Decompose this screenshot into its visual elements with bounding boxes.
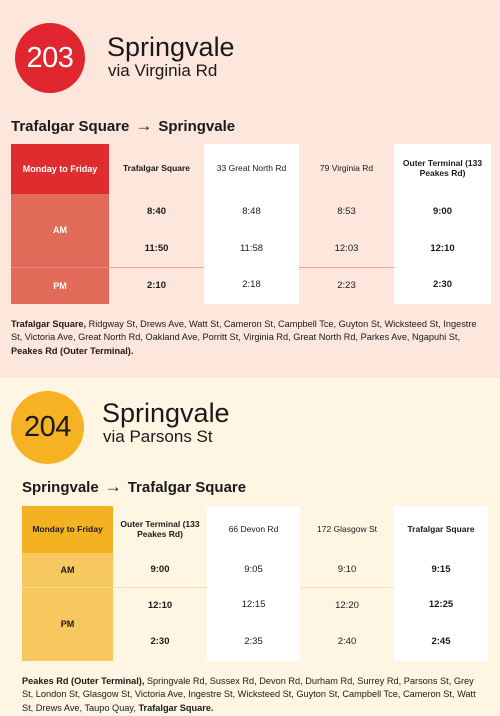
time-cell: 2:45 — [394, 624, 488, 661]
stop-header: 79 Virginia Rd — [319, 163, 374, 174]
time-cell: 9:05 — [207, 553, 300, 587]
day-label: Monday to Friday — [11, 144, 109, 194]
stops-start: Peakes Rd (Outer Terminal), — [22, 676, 145, 686]
time-cell: 2:18 — [204, 267, 299, 304]
time-cell: 12:03 — [334, 242, 359, 254]
time-cell: 8:53 — [337, 206, 356, 218]
time-cell: 2:10 — [109, 267, 204, 304]
route-via: via Parsons St — [103, 427, 213, 446]
time-cell: 12:20 — [300, 587, 394, 624]
time-cell: 2:40 — [337, 636, 357, 648]
pm-label: PM — [11, 267, 109, 304]
direction-heading: Springvale → Trafalgar Square — [22, 477, 246, 497]
timetable: Monday to Friday Trafalgar Square 33 Gre… — [11, 144, 491, 304]
stop-header: Trafalgar Square — [394, 506, 488, 553]
stops-end: Peakes Rd (Outer Terminal). — [11, 345, 134, 356]
time-cell: 2:30 — [150, 636, 170, 648]
route-name: Springvale — [107, 32, 235, 62]
stops-list: Peakes Rd (Outer Terminal), Springvale R… — [22, 675, 482, 715]
time-cell: 11:58 — [204, 231, 299, 267]
stop-header: Outer Terminal (133 Peakes Rd) — [394, 144, 491, 194]
stops-start: Trafalgar Square, — [11, 319, 87, 329]
stop-header: Outer Terminal (133 Peakes Rd) — [120, 518, 200, 539]
route-name: Springvale — [102, 398, 230, 428]
time-cell: 12:15 — [207, 587, 300, 624]
direction-heading: Trafalgar Square → Springvale — [11, 116, 235, 136]
time-cell: 9:00 — [394, 194, 491, 231]
am-label: AM — [11, 194, 109, 267]
pm-label: PM — [22, 587, 113, 661]
time-cell: 12:10 — [113, 587, 207, 624]
stop-header: Trafalgar Square — [122, 163, 191, 174]
stop-header: 172 Glasgow St — [316, 523, 377, 534]
time-cell: 8:40 — [146, 206, 166, 218]
time-cell: 2:35 — [207, 624, 300, 661]
day-label: Monday to Friday — [22, 506, 113, 553]
direction-from: Trafalgar Square — [11, 117, 130, 135]
route-number-badge: 204 — [11, 391, 84, 464]
time-cell: 9:00 — [150, 563, 170, 575]
time-cell: 8:48 — [204, 194, 299, 231]
time-cell: 12:25 — [394, 587, 488, 624]
time-cell: 9:15 — [394, 553, 488, 587]
timetable: Monday to Friday Outer Terminal (133 Pea… — [22, 506, 488, 661]
direction-from: Springvale — [22, 478, 99, 496]
time-cell: 9:10 — [337, 563, 357, 575]
arrow-right-icon: → — [104, 477, 122, 496]
route-via: via Virginia Rd — [108, 61, 218, 80]
stops-list: Trafalgar Square, Ridgway St, Drews Ave,… — [11, 318, 481, 358]
stops-end: Trafalgar Square. — [138, 702, 214, 713]
stop-header: 66 Devon Rd — [207, 506, 300, 553]
time-cell: 12:10 — [394, 231, 491, 267]
route-number-badge: 203 — [15, 23, 85, 93]
am-label: AM — [22, 553, 113, 587]
time-cell: 11:50 — [144, 242, 169, 254]
time-cell: 2:23 — [299, 267, 394, 304]
route-203-section: 203 Springvale via Virginia Rd Trafalgar… — [11, 23, 491, 358]
stops-middle: Springvale Rd, Sussex Rd, Devon Rd, Durh… — [22, 676, 476, 713]
arrow-right-icon: → — [135, 116, 153, 135]
direction-to: Springvale — [158, 117, 236, 135]
stop-header: 33 Great North Rd — [204, 144, 299, 194]
time-cell: 2:30 — [394, 267, 491, 304]
stops-middle: Ridgway St, Drews Ave, Watt St, Cameron … — [11, 319, 477, 343]
direction-to: Trafalgar Square — [127, 478, 247, 496]
route-204-section: 204 Springvale via Parsons St Springvale… — [0, 378, 500, 716]
